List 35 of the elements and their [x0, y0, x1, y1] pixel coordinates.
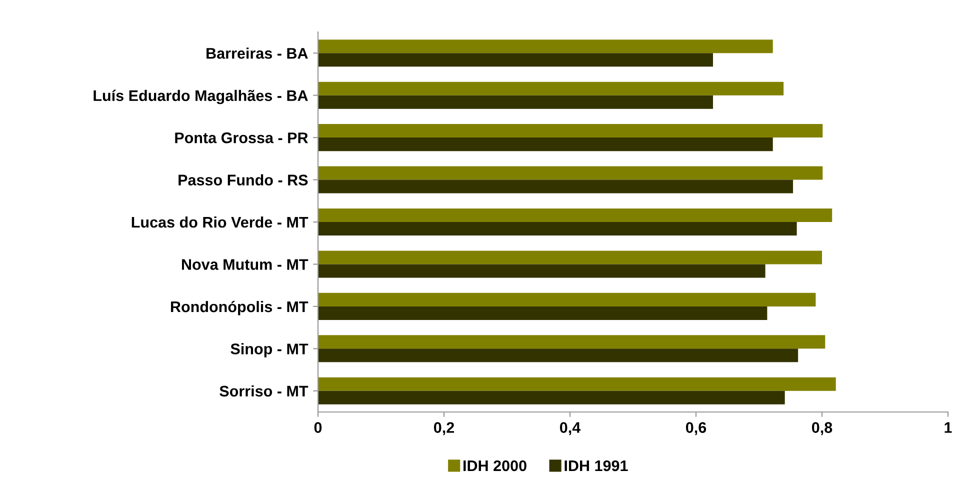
x-tick-label: 0,2 [434, 422, 454, 436]
bar [318, 306, 768, 320]
bar [318, 348, 798, 362]
bar [318, 292, 816, 306]
bar [318, 40, 773, 54]
y-tick-label: Barreiras - BA [206, 48, 308, 59]
x-tick-label: 0 [314, 422, 322, 433]
legend-label: IDH 1991 [564, 460, 628, 472]
y-tick-label: Rondonópolis - MT [170, 300, 308, 316]
bar [318, 138, 773, 152]
x-tick-label: 0,6 [686, 422, 706, 436]
bar [318, 124, 823, 138]
bar [318, 95, 714, 109]
bar [318, 250, 822, 264]
bar [318, 208, 832, 222]
bar [318, 222, 797, 236]
bar [318, 166, 823, 180]
bar [318, 82, 784, 96]
x-tick-label: 0,8 [812, 422, 832, 436]
bar [318, 377, 836, 391]
x-tick-label: 0,4 [560, 422, 581, 436]
y-tick-label: Ponta Grossa - PR [175, 132, 308, 144]
y-tick-label: Passo Fundo - RS [178, 174, 308, 186]
y-tick-label: Luís Eduardo Magalhães - BA [94, 90, 308, 104]
y-tick-label: Sinop - MT [230, 343, 308, 358]
bar [318, 335, 826, 349]
bar [318, 53, 714, 67]
y-tick-label: Sorriso - MT [220, 385, 308, 397]
y-tick-label: Lucas do Rio Verde - MT [132, 216, 308, 228]
x-tick-label: 1 [944, 422, 952, 433]
legend-label: IDH 2000 [464, 460, 526, 472]
bar [318, 264, 766, 278]
y-tick-label: Nova Mutum - MT [182, 259, 308, 270]
bar [318, 390, 785, 404]
bar [318, 180, 794, 194]
